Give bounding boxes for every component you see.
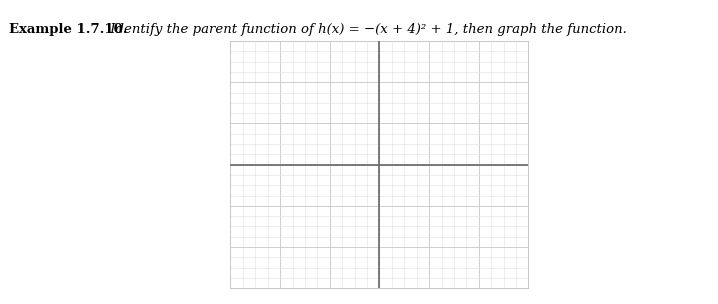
Text: Identify the parent function of h(x) = −(x + 4)² + 1, then graph the function.: Identify the parent function of h(x) = −… bbox=[106, 23, 626, 36]
Text: Example 1.7.10.: Example 1.7.10. bbox=[9, 23, 128, 36]
